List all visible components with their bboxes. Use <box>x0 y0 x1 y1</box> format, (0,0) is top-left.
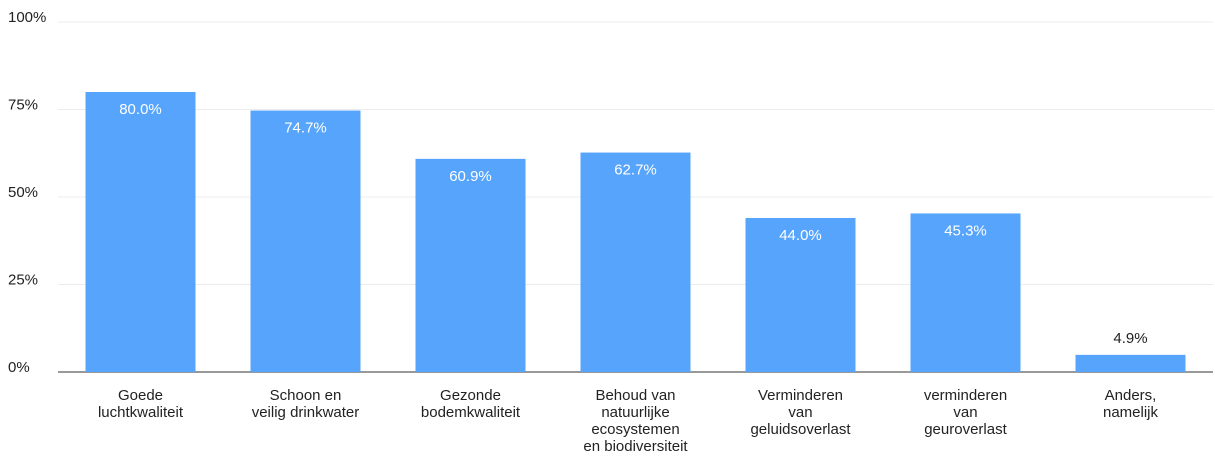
bar <box>1075 354 1186 372</box>
value-label: 60.9% <box>449 168 492 185</box>
bar <box>415 158 526 372</box>
bar <box>745 218 856 372</box>
x-tick-label: verminderen van geuroverlast <box>923 387 1008 438</box>
value-label: 74.7% <box>284 120 327 137</box>
y-tick-label: 25% <box>8 271 38 288</box>
bar <box>85 92 196 372</box>
y-tick-label: 0% <box>8 359 30 376</box>
value-label: 4.9% <box>1113 330 1147 347</box>
x-tick-label: Schoon en veilig drinkwater <box>251 387 360 421</box>
bar <box>250 110 361 373</box>
x-tick-label: Behoud van natuurlijke ecosystemen en bi… <box>583 387 688 455</box>
value-label: 62.7% <box>614 162 657 179</box>
x-tick-label: Anders, namelijk <box>1102 387 1159 421</box>
y-tick-label: 100% <box>8 9 46 26</box>
y-tick-label: 75% <box>8 96 38 113</box>
y-tick-label: 50% <box>8 184 38 201</box>
x-tick-label: Goede luchtkwaliteit <box>97 387 184 421</box>
bar <box>910 213 1021 372</box>
value-label: 80.0% <box>119 101 162 118</box>
value-label: 44.0% <box>779 227 822 244</box>
x-tick-label: Verminderen van geluidsoverlast <box>750 387 851 438</box>
bar <box>580 152 691 372</box>
value-label: 45.3% <box>944 222 987 239</box>
x-tick-label: Gezonde bodemkwaliteit <box>420 387 521 421</box>
